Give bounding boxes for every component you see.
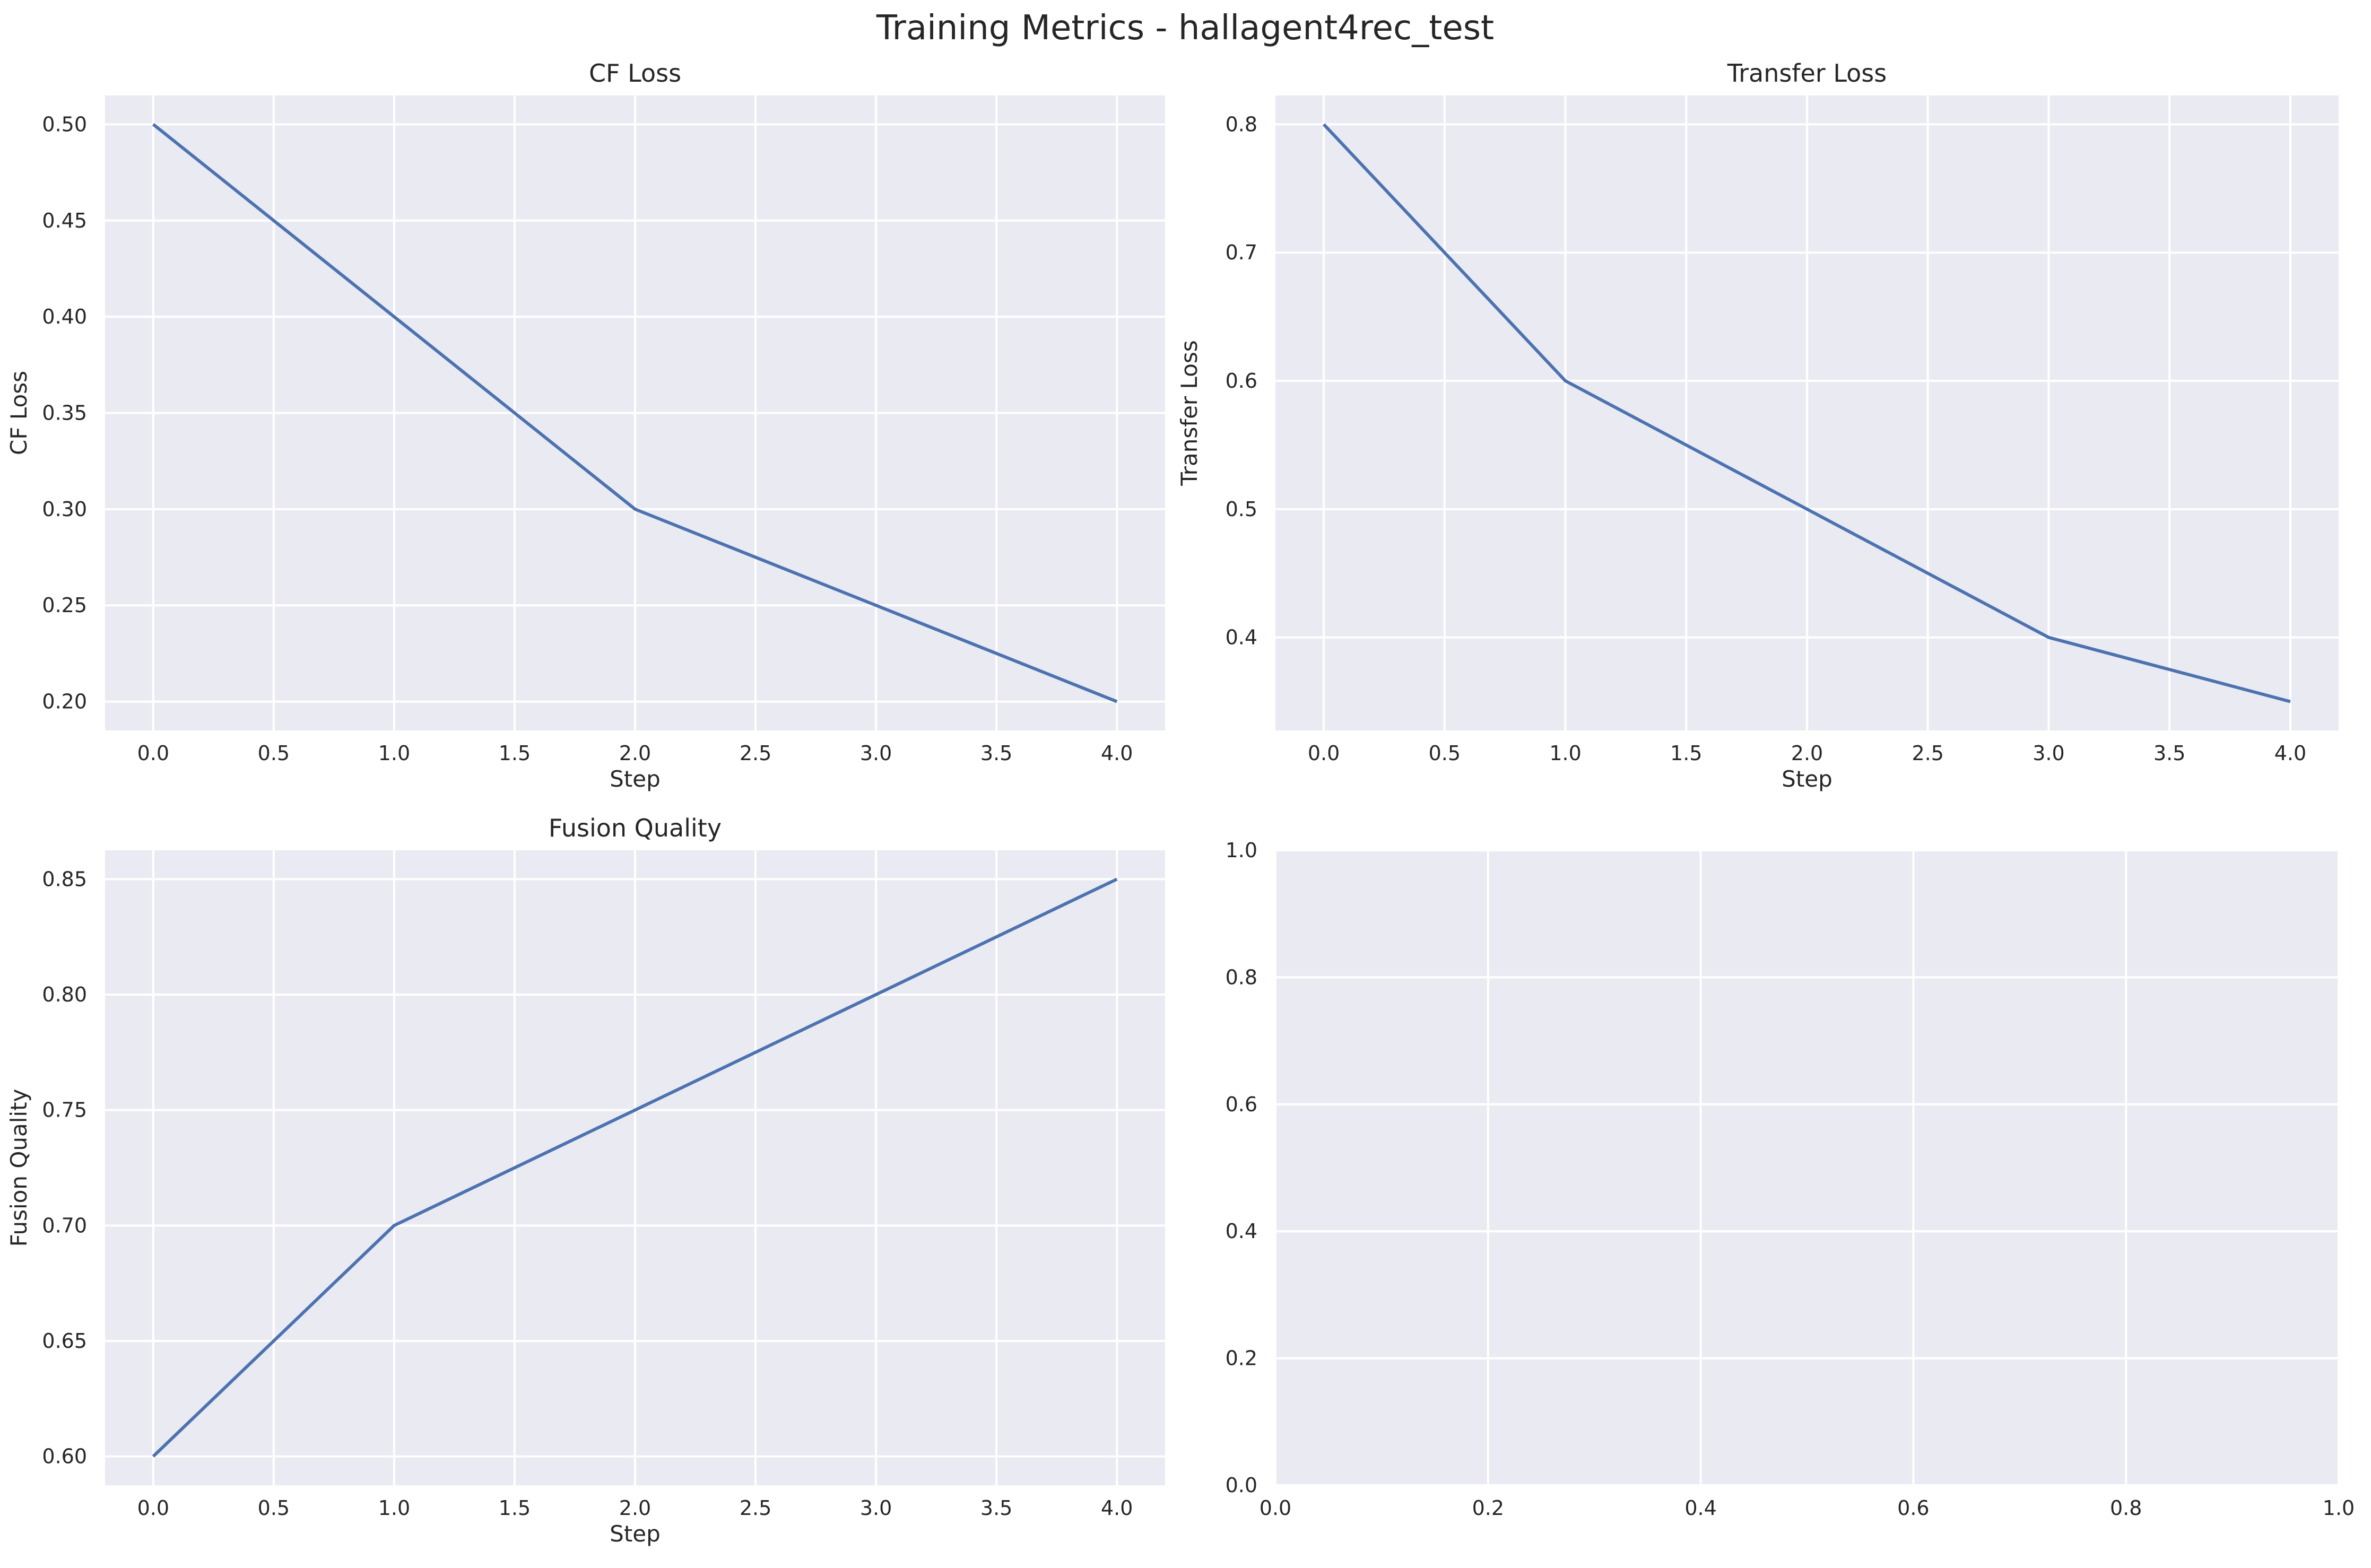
x-tick-label: 4.0 [1101, 1496, 1133, 1520]
y-tick-label: 0.25 [42, 594, 87, 617]
x-tick-label: 3.5 [980, 1496, 1012, 1520]
y-tick-label: 0.40 [42, 305, 87, 328]
y-tick-label: 0.65 [42, 1329, 87, 1353]
x-tick-label: 1.0 [378, 742, 410, 765]
x-tick-label: 4.0 [2274, 742, 2306, 765]
x-tick-label: 1.5 [499, 742, 531, 765]
subplot-title: Fusion Quality [549, 814, 722, 842]
y-axis-label: Fusion Quality [6, 1089, 32, 1247]
y-tick-label: 0.35 [42, 402, 87, 425]
x-tick-label: 4.0 [1101, 742, 1133, 765]
y-tick-label: 0.2 [1226, 1347, 1257, 1370]
x-tick-label: 1.5 [1670, 742, 1702, 765]
y-axis-label: CF Loss [6, 371, 32, 455]
subplot-title: Transfer Loss [1727, 59, 1887, 88]
y-tick-label: 1.0 [1226, 839, 1257, 862]
y-tick-label: 0.0 [1226, 1474, 1257, 1497]
x-tick-label: 0.0 [1260, 1496, 1291, 1520]
x-tick-label: 3.0 [860, 742, 892, 765]
y-tick-label: 0.85 [42, 867, 87, 891]
x-axis-label: Step [610, 1521, 661, 1547]
x-tick-label: 0.0 [1308, 742, 1340, 765]
subplots: 0.0 0.5 1.0 1.5 2.0 2.5 3.0 3.5 4.0 0.20 0.25 0.30 0… [6, 59, 2355, 1547]
x-tick-label: 2.0 [1791, 742, 1823, 765]
series-line-1 [152, 877, 1118, 1458]
x-tick-label: 1.0 [2323, 1496, 2355, 1520]
x-tick-label: 2.5 [1912, 742, 1944, 765]
x-tick-label: 0.6 [1897, 1496, 1929, 1520]
x-tick-label: 2.0 [619, 742, 651, 765]
x-tick-label: 1.0 [378, 1496, 410, 1520]
x-tick-label: 0.8 [2110, 1496, 2142, 1520]
series-line-1 [1322, 123, 2291, 703]
y-tick-label: 0.8 [1226, 112, 1257, 136]
y-axis-label: Transfer Loss [1176, 340, 1202, 486]
y-tick-label: 0.20 [42, 690, 87, 713]
x-tick-label: 2.5 [740, 1496, 771, 1520]
subplot-3: 0.0 0.5 1.0 1.5 2.0 2.5 3.0 3.5 4.0 0.60 0.65 0.70 0… [6, 814, 1165, 1547]
y-tick-label: 0.30 [42, 498, 87, 521]
x-tick-label: 1.0 [1549, 742, 1581, 765]
x-axis-label: Step [610, 766, 661, 792]
x-tick-label: 3.0 [2033, 742, 2064, 765]
y-tick-label: 0.4 [1226, 626, 1257, 649]
x-tick-label: 0.5 [1429, 742, 1461, 765]
x-tick-label: 0.5 [258, 1496, 290, 1520]
y-tick-label: 0.60 [42, 1445, 87, 1468]
y-tick-label: 0.75 [42, 1099, 87, 1122]
x-tick-label: 1.5 [499, 1496, 531, 1520]
plot-area [1275, 850, 2339, 1485]
y-tick-label: 0.80 [42, 983, 87, 1006]
x-axis-label: Step [1782, 766, 1832, 792]
y-tick-label: 0.45 [42, 209, 87, 232]
x-tick-label: 0.4 [1684, 1496, 1716, 1520]
subplot-title: CF Loss [589, 59, 681, 88]
y-tick-label: 0.5 [1226, 498, 1257, 521]
x-tick-label: 2.5 [740, 742, 771, 765]
subplot-4: 0.0 0.2 0.4 0.6 0.8 1.0 0.0 0.2 0.4 0.6 0.8 1.0 [1226, 839, 2355, 1520]
x-tick-label: 3.5 [980, 742, 1012, 765]
x-tick-label: 0.0 [137, 1496, 169, 1520]
subplot-1: 0.0 0.5 1.0 1.5 2.0 2.5 3.0 3.5 4.0 0.20 0.25 0.30 0… [6, 59, 1165, 792]
y-tick-label: 0.4 [1226, 1219, 1257, 1243]
x-tick-label: 3.5 [2153, 742, 2185, 765]
y-tick-label: 0.50 [42, 112, 87, 136]
series-line-1 [152, 123, 1118, 703]
x-tick-label: 3.0 [860, 1496, 892, 1520]
x-tick-label: 0.2 [1472, 1496, 1504, 1520]
x-tick-label: 0.5 [258, 742, 290, 765]
y-tick-label: 0.6 [1226, 369, 1257, 393]
figure-suptitle: Training Metrics - hallagent4rec_test [876, 8, 1494, 48]
x-tick-label: 2.0 [619, 1496, 651, 1520]
y-tick-label: 0.7 [1226, 241, 1257, 264]
subplot-2: 0.0 0.5 1.0 1.5 2.0 2.5 3.0 3.5 4.0 0.4 0.5 0.6 0.7 0… [1176, 59, 2339, 792]
y-tick-label: 0.6 [1226, 1093, 1257, 1116]
x-tick-label: 0.0 [137, 742, 169, 765]
y-tick-label: 0.8 [1226, 965, 1257, 989]
y-tick-label: 0.70 [42, 1214, 87, 1237]
